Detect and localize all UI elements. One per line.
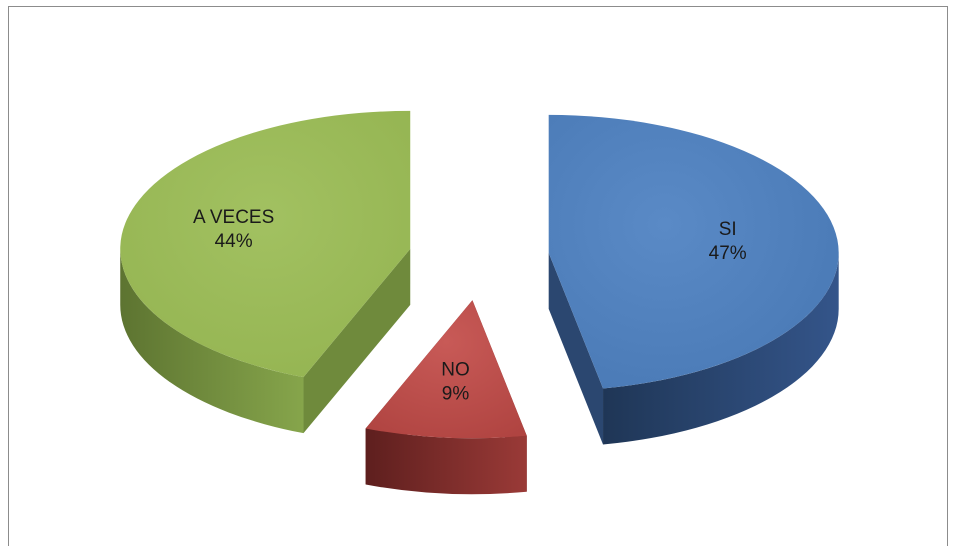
pie-slice-top — [365, 300, 527, 439]
pie-slice-top — [120, 110, 411, 378]
pie-label-percent: 47% — [709, 243, 747, 264]
pie-slice-wall — [303, 248, 411, 434]
pie-label-category: NO — [441, 359, 470, 380]
pie-slice-top — [548, 114, 839, 389]
pie-slice-no — [365, 300, 527, 495]
pie-slice-a-veces — [120, 110, 411, 434]
pie-label-percent: 9% — [442, 383, 470, 404]
pie-label-percent: 44% — [215, 231, 253, 252]
chart-frame: A VECES 44% SI 47% NO 9% — [8, 6, 948, 546]
pie-label-a-veces: A VECES 44% — [193, 207, 274, 252]
pie-chart: A VECES 44% SI 47% NO 9% — [120, 110, 839, 495]
pie-label-category: SI — [719, 219, 737, 240]
pie-slice-side — [603, 252, 839, 445]
pie-slice-side — [365, 428, 527, 495]
pie-label-no: NO 9% — [441, 359, 470, 404]
pie-label-category: A VECES — [193, 207, 274, 228]
pie-label-si: SI 47% — [709, 219, 747, 264]
pie-slice-wall — [548, 252, 604, 445]
pie-slice-side — [120, 248, 304, 434]
pie-slice-si — [548, 114, 839, 445]
